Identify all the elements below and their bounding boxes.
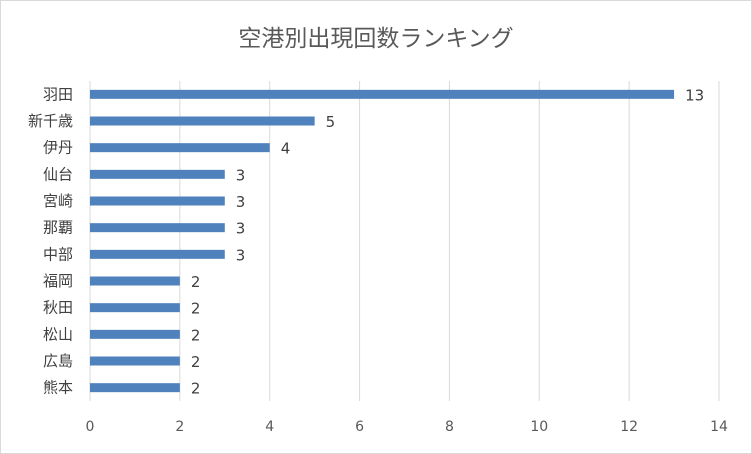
gridlines: [89, 81, 720, 401]
category-label: 秋田: [43, 299, 73, 317]
bar: [90, 223, 225, 233]
x-tick-label: 6: [355, 419, 364, 435]
x-tick-label: 0: [86, 419, 95, 435]
x-tick-label: 4: [265, 419, 274, 435]
bar: [90, 89, 675, 99]
category-label: 羽田: [43, 85, 73, 103]
category-label: 那覇: [43, 219, 73, 237]
category-label: 広島: [43, 352, 73, 370]
bar: [90, 196, 225, 206]
data-label: 2: [191, 300, 201, 318]
bar: [90, 329, 180, 339]
category-label: 中部: [43, 245, 73, 263]
category-label: 福岡: [43, 272, 73, 290]
bar: [90, 383, 180, 393]
category-label: 仙台: [43, 165, 73, 183]
data-label: 2: [191, 273, 201, 291]
data-label: 4: [281, 140, 291, 158]
data-label: 2: [191, 353, 201, 371]
category-label: 宮崎: [43, 192, 73, 210]
category-label: 伊丹: [43, 139, 73, 157]
x-tick-label: 12: [620, 419, 638, 435]
data-label: 3: [236, 166, 246, 184]
data-label: 3: [236, 220, 246, 238]
x-tick-label: 2: [175, 419, 184, 435]
bar: [90, 249, 225, 259]
bar: [90, 143, 270, 153]
category-label: 熊本: [43, 379, 73, 397]
labels: 0 2 4 6 8 10 12 14 羽田 13 新千歳 5 伊丹 4 仙台 3 宮崎 3 那覇 3 中部 3 福岡 2 秋田 2…: [28, 85, 728, 435]
x-tick-label: 8: [445, 419, 454, 435]
data-label: 2: [191, 380, 201, 398]
data-label: 13: [685, 86, 704, 104]
data-label: 5: [326, 113, 336, 131]
bars: [90, 89, 675, 393]
bar: [90, 356, 180, 366]
data-label: 2: [191, 326, 201, 344]
x-tick-label: 14: [710, 419, 728, 435]
x-tick-label: 10: [530, 419, 548, 435]
bar: [90, 276, 180, 286]
category-label: 新千歳: [28, 112, 73, 130]
bar: [90, 303, 180, 313]
data-label: 3: [236, 246, 246, 264]
bar: [90, 169, 225, 179]
category-label: 松山: [43, 325, 73, 343]
data-label: 3: [236, 193, 246, 211]
bar: [90, 116, 315, 126]
chart-title: 空港別出現回数ランキング: [238, 26, 514, 52]
